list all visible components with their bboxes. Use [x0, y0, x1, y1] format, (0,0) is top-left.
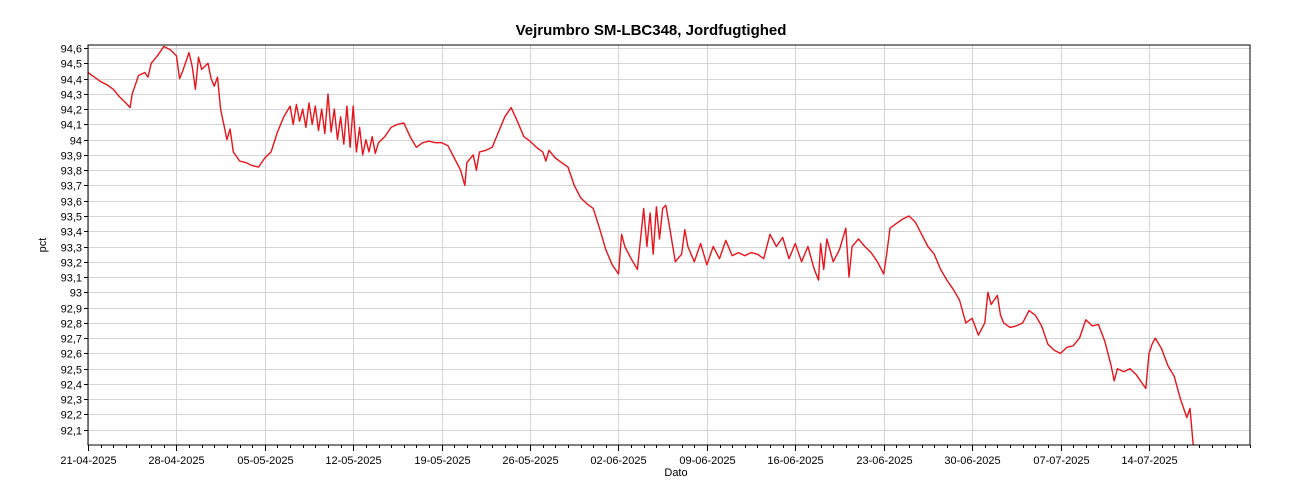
y-tick-label: 93	[70, 288, 82, 300]
x-tick-label: 09-06-2025	[679, 455, 735, 467]
x-tick-label: 28-04-2025	[148, 455, 204, 467]
x-axis: 21-04-2025 28-04-2025 05-05-2025 12-05-2025…	[60, 445, 1251, 467]
y-axis-title: pct	[37, 238, 49, 253]
x-tick-label: 19-05-2025	[414, 455, 470, 467]
y-tick-label: 92,5	[61, 365, 82, 377]
y-tick-label: 93,5	[61, 212, 82, 224]
y-tick-label: 92,8	[61, 319, 82, 331]
y-tick-label: 93,1	[61, 273, 82, 285]
x-tick-label: 12-05-2025	[325, 455, 381, 467]
x-tick-label: 05-05-2025	[237, 455, 293, 467]
y-tick-label: 93,7	[61, 181, 82, 193]
x-tick-label: 07-07-2025	[1033, 455, 1089, 467]
y-axis: 92,1 92,2 92,3 92,4 92,5 92,6 92,7 92,8 92,9 93 93…	[61, 44, 88, 438]
y-tick-label: 93,4	[61, 227, 82, 239]
y-tick-label: 94,4	[61, 75, 82, 87]
series-layer	[87, 45, 1194, 446]
gridlines	[88, 45, 1250, 445]
y-tick-label: 93,2	[61, 258, 82, 270]
y-tick-label: 92,1	[61, 426, 82, 438]
x-tick-label: 23-06-2025	[856, 455, 912, 467]
y-tick-label: 92,9	[61, 304, 82, 316]
y-tick-label: 92,7	[61, 334, 82, 346]
y-tick-label: 94,2	[61, 105, 82, 117]
chart-title: Vejrumbro SM-LBC348, Jordfugtighed	[516, 22, 787, 39]
series-line	[87, 45, 1194, 446]
y-tick-label: 93,3	[61, 243, 82, 255]
y-tick-label: 94,3	[61, 90, 82, 102]
x-axis-title: Dato	[664, 467, 687, 479]
y-tick-label: 93,9	[61, 151, 82, 163]
x-tick-label: 14-07-2025	[1121, 455, 1177, 467]
x-tick-label: 26-05-2025	[502, 455, 558, 467]
y-tick-label: 94,5	[61, 59, 82, 71]
y-tick-label: 92,3	[61, 395, 82, 407]
x-tick-label: 30-06-2025	[944, 455, 1000, 467]
y-tick-label: 94,1	[61, 120, 82, 132]
y-tick-label: 92,4	[61, 380, 82, 392]
y-tick-label: 94,6	[61, 44, 82, 56]
y-tick-label: 93,8	[61, 166, 82, 178]
x-tick-label: 02-06-2025	[590, 455, 646, 467]
x-tick-label: 16-06-2025	[767, 455, 823, 467]
x-tick-label: 21-04-2025	[60, 455, 116, 467]
y-tick-label: 93,6	[61, 197, 82, 209]
y-tick-label: 94	[70, 136, 82, 148]
y-tick-label: 92,6	[61, 349, 82, 361]
y-tick-label: 92,2	[61, 410, 82, 422]
